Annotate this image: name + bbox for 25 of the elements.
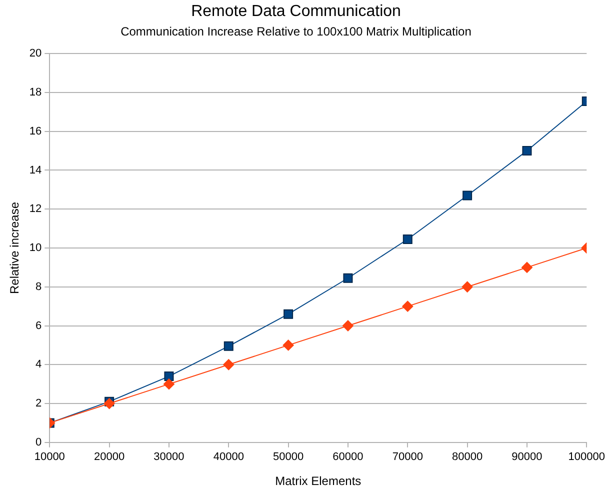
- y-tick-label: 6: [36, 320, 42, 332]
- y-axis-title: Relative increase: [8, 202, 22, 294]
- y-tick-label: 12: [29, 203, 42, 216]
- x-tick-label: 40000: [213, 451, 244, 464]
- x-tick-label: 50000: [273, 451, 304, 464]
- y-tick-label: 4: [36, 358, 42, 371]
- x-tick-label: 100000: [568, 451, 606, 464]
- y-tick-label: 8: [36, 280, 42, 293]
- y-tick-label: 0: [36, 436, 42, 448]
- y-tick-label: 2: [36, 398, 42, 410]
- x-tick-label: 10000: [34, 451, 65, 464]
- y-tick-label: 14: [29, 164, 42, 176]
- chart-title: Remote Data Communication: [191, 3, 401, 20]
- x-tick-label: 80000: [452, 451, 483, 464]
- x-tick-label: 70000: [392, 451, 423, 464]
- x-tick-label: 30000: [154, 451, 184, 464]
- x-tick-label: 60000: [332, 451, 364, 464]
- chart-subtitle: Communication Increase Relative to 100x100 Matrix Multiplication: [120, 24, 472, 39]
- y-tick-label: 16: [29, 125, 42, 138]
- x-axis-title: Matrix Elements: [275, 474, 362, 488]
- y-tick-label: 18: [29, 86, 42, 99]
- x-tick-label: 90000: [512, 451, 542, 464]
- x-tick-label: 20000: [94, 451, 125, 464]
- y-tick-label: 20: [29, 48, 42, 60]
- y-tick-label: 10: [29, 242, 42, 254]
